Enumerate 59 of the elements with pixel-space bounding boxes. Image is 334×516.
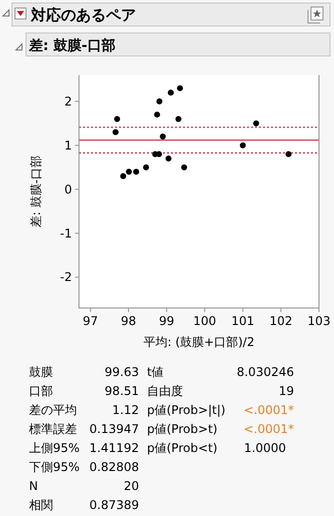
text: 20 xyxy=(124,479,139,493)
text: 8.030246 xyxy=(236,365,294,379)
text: 1.12 xyxy=(112,403,139,417)
x-tick-label: 100 xyxy=(193,314,216,328)
text: 標準誤差 xyxy=(29,422,77,436)
point xyxy=(112,129,119,136)
text: p値(Prob<t) xyxy=(147,441,218,455)
text: 相関 xyxy=(29,498,53,512)
point xyxy=(166,156,172,162)
text: N xyxy=(29,479,38,493)
y-tick-label: -2 xyxy=(60,270,72,284)
point xyxy=(156,98,162,104)
text: 上側95% xyxy=(29,441,80,455)
point xyxy=(126,168,132,175)
text: 自由度 xyxy=(147,384,183,398)
chart-title: 対応のあるペア xyxy=(30,6,136,24)
y-tick-label: -1 xyxy=(60,226,72,240)
point xyxy=(160,134,166,140)
x-tick-label: 101 xyxy=(231,314,254,328)
y-axis-title: 差: 鼓膜-口部 xyxy=(29,155,43,228)
text: 0.13947 xyxy=(89,422,139,436)
point xyxy=(133,168,140,175)
point xyxy=(176,85,183,92)
point xyxy=(168,90,174,96)
text: t値 xyxy=(147,365,164,379)
x-tick-label: 99 xyxy=(158,314,174,328)
x-tick-label: 103 xyxy=(308,314,330,328)
point xyxy=(253,120,260,126)
point xyxy=(240,142,246,148)
text: 鼓膜 xyxy=(29,365,53,379)
point xyxy=(154,112,160,118)
text: 1.41192 xyxy=(89,441,139,455)
point xyxy=(143,164,150,170)
x-axis-title: 平均: (鼓膜+口部)/2 xyxy=(144,335,254,349)
point xyxy=(120,173,126,180)
chart-subtitle: 差: 鼓膜-口部 xyxy=(28,37,116,54)
y-tick-label: 0 xyxy=(64,182,72,196)
text: 口部 xyxy=(29,384,53,398)
text: 19 xyxy=(278,384,294,398)
text: p値(Prob>|t|) xyxy=(147,403,226,417)
y-tick-label: 1 xyxy=(64,138,72,152)
point xyxy=(175,116,182,122)
text: 下側95% xyxy=(29,460,80,474)
text: 0.82808 xyxy=(89,460,139,474)
text: 差の平均 xyxy=(29,403,77,417)
point xyxy=(181,164,188,170)
x-tick-label: 102 xyxy=(269,314,292,328)
text: p値(Prob>t) xyxy=(147,422,218,436)
point xyxy=(286,151,292,158)
text: 99.63 xyxy=(104,365,139,379)
x-tick-label: 97 xyxy=(82,314,98,328)
text: 0.87389 xyxy=(89,498,139,512)
text: 98.51 xyxy=(104,384,139,398)
point xyxy=(114,116,120,122)
text: <.0001* xyxy=(244,403,294,417)
y-tick-label: 2 xyxy=(64,94,72,108)
text: 1.0000 xyxy=(244,441,286,455)
x-tick-label: 98 xyxy=(120,314,136,328)
text: <.0001* xyxy=(244,422,294,436)
